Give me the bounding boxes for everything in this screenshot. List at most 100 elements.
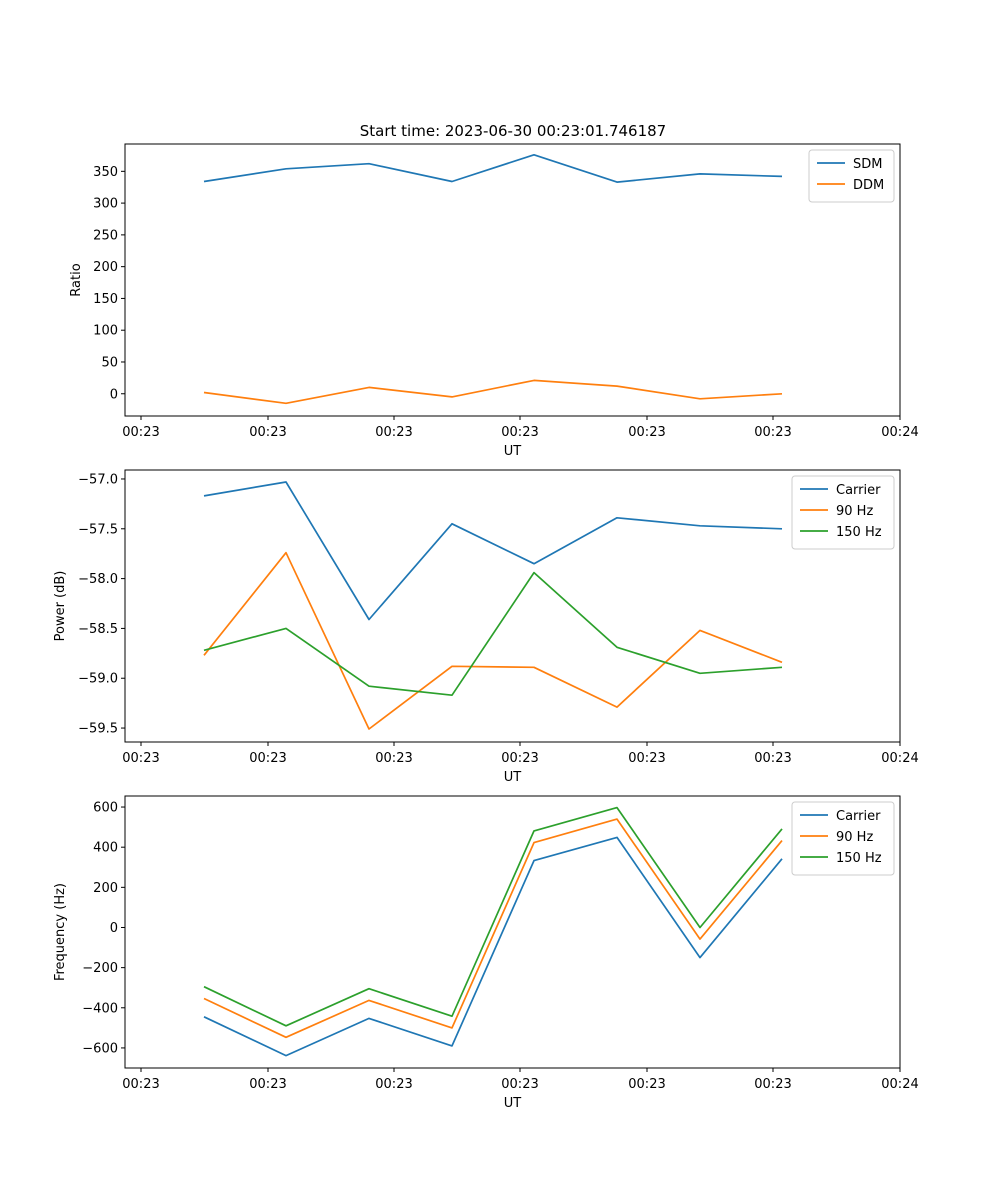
- legend-label: Carrier: [836, 483, 881, 498]
- y-tick-label: 0: [110, 921, 118, 936]
- data-point: [368, 387, 370, 389]
- y-tick-label: −58.0: [78, 572, 118, 587]
- data-point: [781, 858, 783, 860]
- x-tick-label: 00:23: [249, 751, 286, 766]
- data-point: [699, 173, 701, 175]
- x-axis-label: UT: [504, 1096, 522, 1111]
- x-tick-label: 00:23: [375, 751, 412, 766]
- y-axis-label: Ratio: [69, 263, 84, 296]
- y-tick-label: 300: [93, 197, 118, 212]
- legend-label: 150 Hz: [836, 525, 882, 540]
- chart-panel-1: 00:23 00:23 00:23 00:23 00:23 00:23 00:24 0 50 10…: [69, 143, 919, 459]
- figure-title: Start time: 2023-06-30 00:23:01.746187: [360, 122, 666, 140]
- series-line-90-hz: [203, 551, 783, 730]
- data-point: [699, 398, 701, 400]
- x-tick-label: 00:23: [628, 425, 665, 440]
- data-point: [616, 385, 618, 387]
- data-point: [616, 818, 618, 820]
- data-point: [699, 673, 701, 675]
- data-point: [368, 619, 370, 621]
- y-tick-label: −57.0: [78, 472, 118, 487]
- x-tick-label: 00:23: [754, 751, 791, 766]
- y-axis-label: Frequency (Hz): [53, 883, 68, 981]
- axes-frame: [124, 143, 901, 417]
- data-point: [616, 706, 618, 708]
- data-point: [285, 1055, 287, 1057]
- x-tick-label: 00:24: [881, 1077, 918, 1092]
- x-tick-label: 00:23: [628, 751, 665, 766]
- data-point: [699, 525, 701, 527]
- legend-label: Carrier: [836, 809, 881, 824]
- data-point: [203, 181, 205, 183]
- data-point: [616, 807, 618, 809]
- x-tick-label: 00:23: [249, 425, 286, 440]
- y-axis-label: Power (dB): [53, 571, 68, 642]
- data-point: [285, 552, 287, 554]
- data-point: [451, 666, 453, 668]
- data-point: [285, 1037, 287, 1039]
- y-tick-label: 200: [93, 881, 118, 896]
- data-point: [616, 517, 618, 519]
- data-point: [616, 837, 618, 839]
- data-point: [616, 181, 618, 183]
- series-line-150-hz: [203, 571, 783, 697]
- legend-label: 150 Hz: [836, 851, 882, 866]
- data-point: [781, 662, 783, 664]
- x-axis-label: UT: [504, 444, 522, 459]
- data-point: [368, 728, 370, 730]
- x-tick-label: 00:23: [501, 425, 538, 440]
- series-line-carrier: [203, 481, 783, 621]
- data-point: [533, 572, 535, 574]
- data-point: [451, 1015, 453, 1017]
- data-point: [203, 998, 205, 1000]
- data-point: [203, 650, 205, 652]
- y-tick-label: −57.5: [78, 522, 118, 537]
- data-point: [368, 1000, 370, 1002]
- data-point: [203, 392, 205, 394]
- y-tick-label: −200: [82, 961, 118, 976]
- x-tick-label: 00:23: [375, 1077, 412, 1092]
- data-point: [203, 655, 205, 657]
- data-point: [203, 495, 205, 497]
- data-point: [699, 957, 701, 959]
- y-tick-label: 150: [93, 292, 118, 307]
- y-tick-label: 250: [93, 228, 118, 243]
- y-tick-label: 200: [93, 260, 118, 275]
- data-point: [451, 1045, 453, 1047]
- data-point: [285, 403, 287, 405]
- x-tick-label: 00:23: [501, 1077, 538, 1092]
- x-tick-label: 00:24: [881, 425, 918, 440]
- data-point: [781, 667, 783, 669]
- data-point: [781, 393, 783, 395]
- data-point: [781, 828, 783, 830]
- data-point: [285, 628, 287, 630]
- y-tick-label: −59.5: [78, 722, 118, 737]
- y-tick-label: −58.5: [78, 622, 118, 637]
- y-tick-label: 350: [93, 165, 118, 180]
- data-point: [368, 685, 370, 687]
- data-point: [699, 630, 701, 632]
- data-point: [203, 986, 205, 988]
- data-point: [781, 176, 783, 178]
- x-tick-label: 00:23: [122, 751, 159, 766]
- data-point: [368, 163, 370, 165]
- legend-label: 90 Hz: [836, 504, 873, 519]
- y-tick-label: 400: [93, 841, 118, 856]
- y-tick-label: −59.0: [78, 672, 118, 687]
- x-tick-label: 00:23: [754, 425, 791, 440]
- data-point: [203, 1016, 205, 1018]
- legend: Carrier 90 Hz 150 Hz: [791, 475, 895, 550]
- series-line-90-hz: [203, 818, 783, 1039]
- data-point: [533, 154, 535, 156]
- axes-frame: [124, 795, 901, 1069]
- data-point: [451, 1027, 453, 1029]
- data-point: [533, 563, 535, 565]
- data-point: [285, 168, 287, 170]
- y-tick-label: 50: [101, 355, 118, 370]
- plots-container: 00:23 00:23 00:23 00:23 00:23 00:23 00:24 0 50 10…: [53, 143, 919, 1111]
- data-point: [451, 523, 453, 525]
- data-point: [781, 528, 783, 530]
- chart-panel-3: 00:23 00:23 00:23 00:23 00:23 00:23 00:24 −600 −…: [53, 795, 919, 1111]
- data-point: [285, 481, 287, 483]
